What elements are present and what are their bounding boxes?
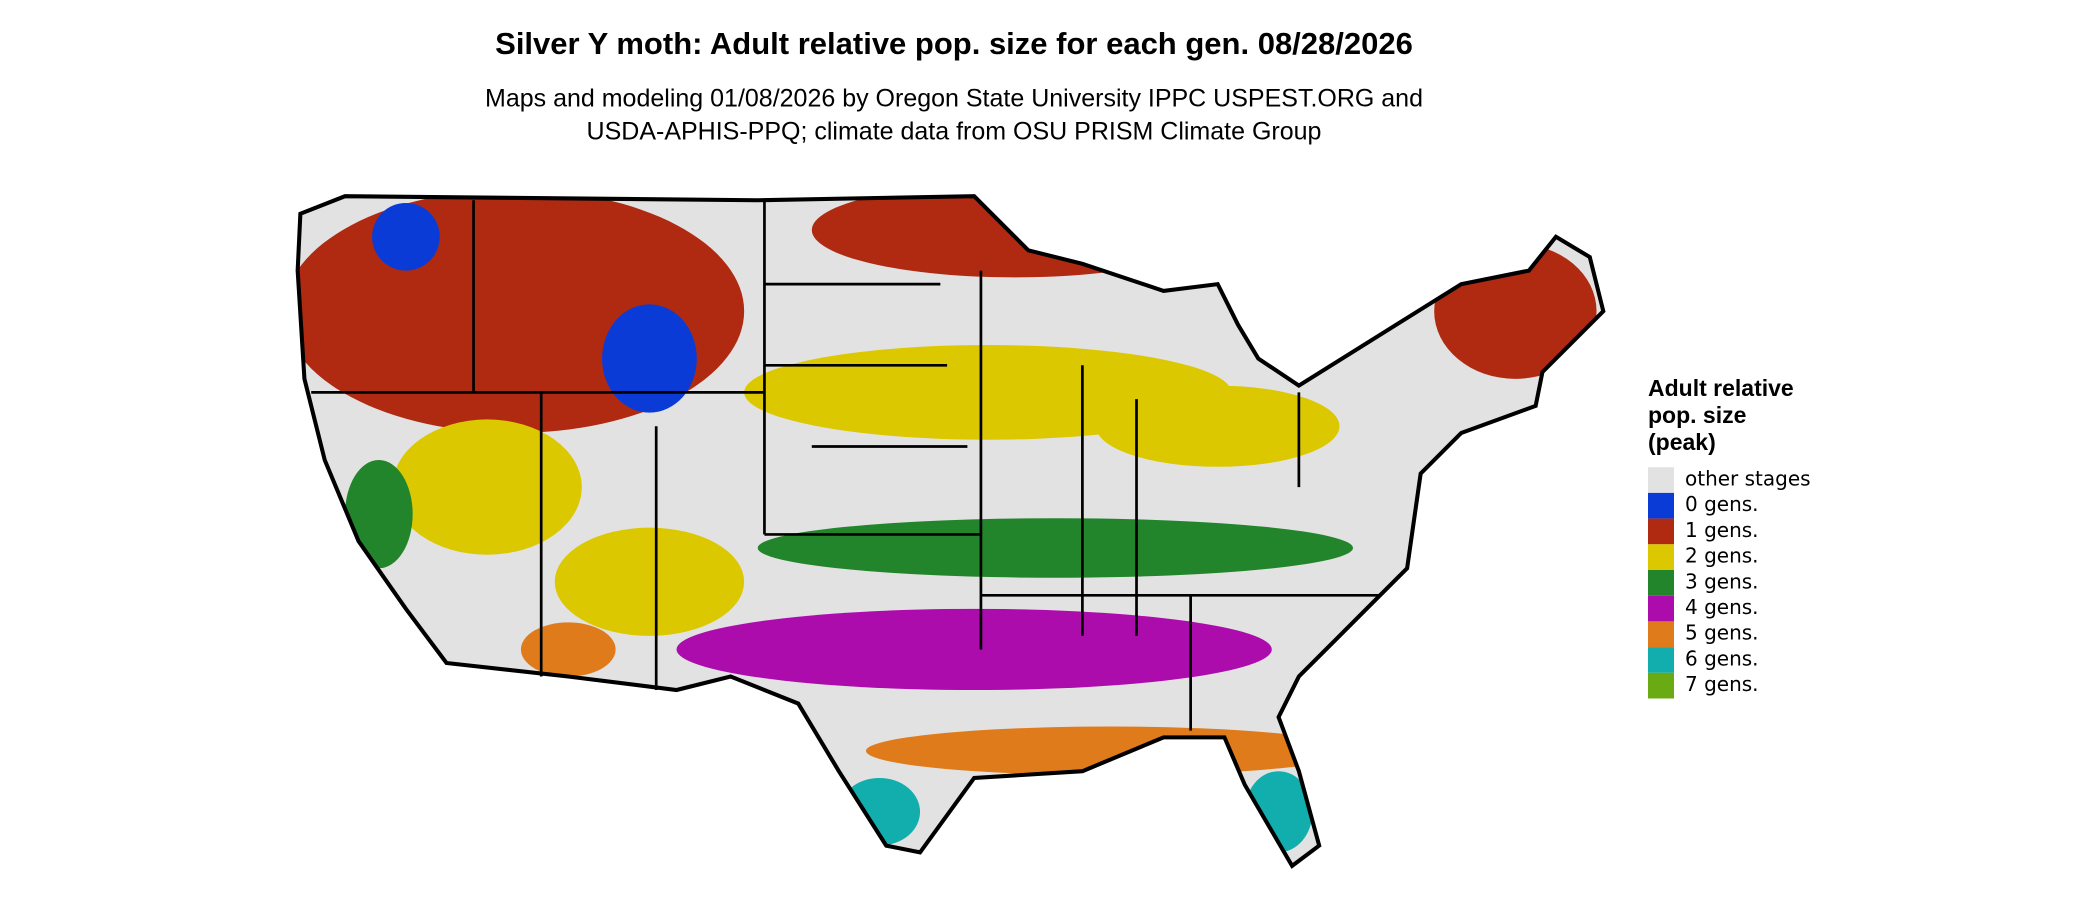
map-subtitle: USDA-APHIS-PPQ; climate data from OSU PR…: [587, 118, 1322, 146]
legend-label: 3 gens.: [1685, 569, 1759, 593]
legend-label: 6 gens.: [1685, 646, 1759, 670]
legend-label: 7 gens.: [1685, 672, 1759, 696]
legend-title: (peak): [1648, 429, 1716, 455]
legend-swatch: [1648, 672, 1674, 699]
legend-title: Adult relative: [1648, 375, 1794, 401]
legend-swatch: [1648, 621, 1674, 648]
legend-swatch: [1648, 544, 1674, 570]
legend-title: pop. size: [1648, 402, 1746, 428]
legend-label: 0 gens.: [1685, 492, 1759, 516]
legend-swatch: [1648, 518, 1674, 545]
legend-swatch: [1648, 467, 1674, 493]
legend-label: 2 gens.: [1685, 544, 1759, 568]
legend-swatch: [1648, 595, 1674, 622]
map-subtitle: Maps and modeling 01/08/2026 by Oregon S…: [485, 85, 1423, 113]
map-title: Silver Y moth: Adult relative pop. size …: [495, 26, 1413, 61]
legend-swatch: [1648, 570, 1674, 596]
legend-swatch: [1648, 492, 1674, 519]
legend-label: 4 gens.: [1685, 595, 1759, 619]
legend-swatch: [1648, 647, 1674, 673]
us-map: [295, 194, 1606, 869]
legend-label: 1 gens.: [1685, 518, 1759, 542]
legend-label: 5 gens.: [1685, 621, 1759, 645]
legend-label: other stages: [1685, 467, 1811, 491]
